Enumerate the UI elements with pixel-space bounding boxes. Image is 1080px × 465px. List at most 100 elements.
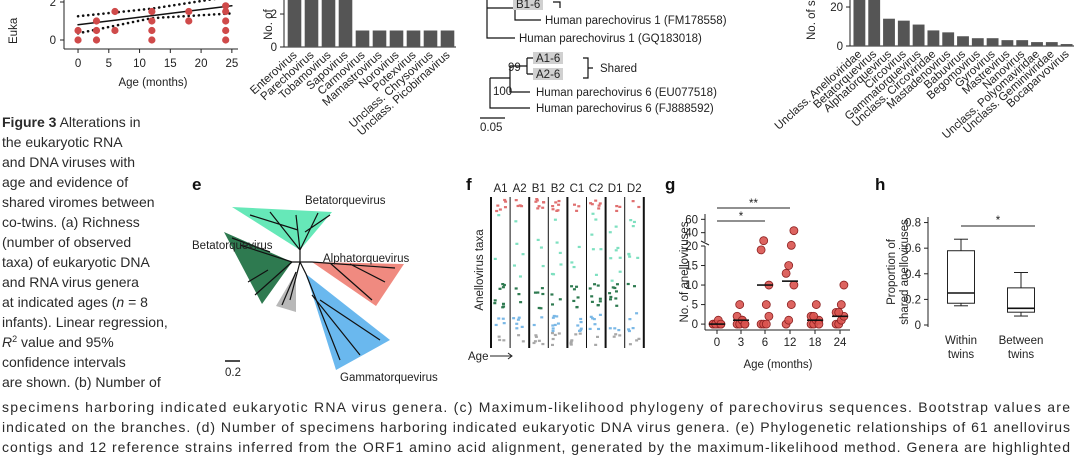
heatmap-cell [594,343,598,346]
highlight-box [533,52,563,64]
caption-line: taxa) of eukaryotic DNA [2,254,150,270]
heatmap-cell [518,275,522,278]
x-tick-label: 15 [164,58,177,70]
heatmap-cell [608,292,612,295]
bar [1031,42,1043,46]
heatmap-cell [555,209,559,212]
point [740,319,750,329]
caption-line: shared viromes between [2,194,155,210]
caption-line: R2 value and 95% [2,334,114,350]
y-tick-label: 15 [685,261,698,273]
heatmap-cell [615,209,619,213]
heatmap-cell [628,343,632,346]
heatmap-cell [555,315,559,318]
heatmap-cell [498,208,502,211]
point [811,300,821,309]
point [111,26,119,35]
heatmap-cell [575,209,579,212]
heatmap-cell [613,327,617,330]
y-axis-label: Proportion of [886,238,898,305]
x-tick-label: 6 [762,337,768,349]
heatmap-cell [589,202,593,205]
point [92,36,101,44]
bar [287,0,302,48]
heatmap-cell [577,205,581,208]
box [947,250,975,304]
bar [853,0,866,46]
heatmap-cell [536,207,540,210]
heatmap-cell [501,317,505,320]
heatmap-cell [598,313,602,316]
heatmap-cell [637,205,641,209]
y-tick-label: 0 [692,319,698,331]
heatmap-cell [590,233,594,236]
category-label: twins [948,349,974,361]
heatmap-cell [517,293,521,296]
y-tick-label: 20 [685,241,698,253]
clade [224,232,292,304]
heatmap-cell [497,317,501,320]
column-label: A2 [513,183,527,195]
point [764,311,774,321]
y-tick-label: 0 [915,320,921,332]
bracket [583,57,593,79]
heatmap-cell [551,303,555,306]
scale-label: 0.2 [225,367,241,379]
heatmap-cell [628,318,632,321]
heatmap-cell [614,333,618,336]
heatmap-cell [608,298,612,301]
heatmap-cell [632,285,636,288]
heatmap-cell [542,201,546,204]
bar [868,0,881,46]
heatmap-cell [551,324,555,327]
heatmap-cell [618,270,622,273]
heatmap-cell [551,205,555,208]
y-tick-label: 60 [685,214,698,226]
heatmap-cell [614,249,618,252]
heatmap-cell [558,298,562,301]
heatmap-cell [596,304,600,307]
heatmap-cell [496,204,500,207]
panel-letter: g [665,175,675,194]
x-tick-label: 25 [225,58,238,70]
heatmap-cell [629,219,633,222]
heatmap-cell [570,285,574,288]
point [761,300,771,309]
point [74,26,82,35]
bar [986,38,999,46]
heatmap-cell [557,203,561,206]
heatmap-cell [498,338,502,342]
point [735,300,745,309]
heatmap-cell [502,305,506,308]
bracket [553,1,561,8]
heatmap-cell [594,218,598,221]
heatmap-cell [574,333,578,336]
y-axis-label: shared anelloviruses [899,219,911,325]
heatmap-cell [591,212,595,215]
heatmap-cell [572,288,576,291]
heatmap-cell [503,198,507,202]
column-label: D2 [627,183,642,195]
heatmap-cell [555,241,559,244]
heatmap-cell [550,293,554,296]
heatmap-cell [592,318,596,321]
tree-branch [231,211,396,361]
tree-label: Human parechovirus 6 (EU077518) [536,87,717,99]
point [92,26,101,35]
heatmap-cell [631,200,635,203]
heatmap-cell [590,203,594,206]
heatmap-cell [539,307,543,310]
x-tick-label: 0 [714,337,720,349]
heatmap-cell [627,253,631,256]
column-label: C2 [589,183,604,195]
heatmap-cell [614,225,618,228]
heatmap-cell [515,327,519,330]
heatmap-cell [611,286,615,289]
heatmap-cell [558,251,562,255]
ci-upper [76,0,217,18]
heatmap-cell [497,335,501,338]
bootstrap: 100 [493,86,512,98]
y-tick-label: 2 [50,0,56,9]
heatmap-cell [593,283,597,286]
heatmap-cell [572,299,576,303]
